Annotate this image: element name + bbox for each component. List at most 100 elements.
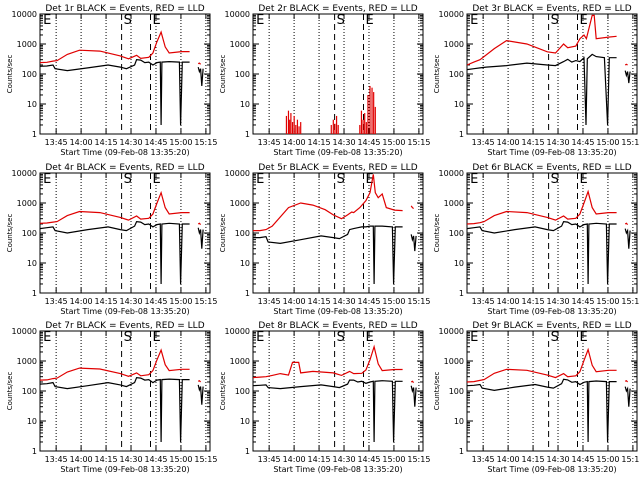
x-tick-label: 13:45	[258, 297, 281, 306]
x-tick-label: 14:30	[546, 297, 569, 306]
plot-frame	[39, 330, 211, 452]
y-tick-label: 1	[32, 447, 37, 456]
y-tick-label: 100	[22, 229, 37, 238]
event-marker-label: E	[366, 330, 374, 345]
y-tick-label: 1000	[17, 199, 37, 208]
panel-title: Det 9r BLACK = Events, RED = LLD	[472, 321, 631, 331]
lld-series-line-tail	[624, 379, 629, 383]
x-tick-label: 14:15	[308, 138, 331, 147]
x-axis-label: Start Time (09-Feb-08 13:35:20)	[60, 148, 189, 157]
x-tick-label: 14:15	[308, 297, 331, 306]
event-marker-label: S	[337, 13, 345, 28]
lld-series-line	[467, 14, 617, 66]
lld-series-line	[467, 347, 617, 383]
series-group	[253, 174, 417, 285]
x-tick-label: 15:15	[194, 297, 217, 306]
x-tick-label: 14:45	[357, 455, 380, 464]
x-tick-label: 15:00	[596, 455, 619, 464]
panel-title: Det 3r BLACK = Events, RED = LLD	[472, 4, 631, 14]
y-tick-label: 1	[245, 130, 250, 139]
y-tick-label: 1	[459, 447, 464, 456]
x-tick-label: 15:00	[169, 138, 192, 147]
x-tick-label: 13:45	[45, 297, 68, 306]
event-marker-label: E	[256, 13, 264, 28]
x-tick-label: 15:00	[596, 138, 619, 147]
event-marker-label: E	[366, 172, 374, 187]
x-axis-label: Start Time (09-Feb-08 13:35:20)	[487, 465, 616, 474]
y-tick-label: 10	[454, 417, 464, 426]
x-tick-label: 14:30	[546, 138, 569, 147]
event-marker-label: E	[43, 330, 51, 345]
x-tick-label: 15:00	[596, 297, 619, 306]
y-tick-label: 10000	[439, 10, 464, 19]
lld-series-line-tail	[624, 222, 629, 226]
x-tick-label: 14:45	[571, 455, 594, 464]
y-tick-label: 1000	[17, 357, 37, 366]
event-marker-label: S	[124, 330, 132, 345]
x-tick-label: 14:45	[571, 297, 594, 306]
x-tick-label: 14:00	[70, 455, 93, 464]
x-tick-label: 14:45	[357, 138, 380, 147]
event-marker-label: S	[337, 330, 345, 345]
y-tick-label: 10000	[225, 169, 250, 178]
x-tick-label: 15:15	[621, 138, 640, 147]
y-tick-label: 10000	[12, 327, 37, 336]
events-series-line	[467, 220, 617, 285]
events-series-line	[253, 225, 403, 285]
x-tick-label: 14:30	[119, 138, 142, 147]
event-marker-label: E	[153, 172, 161, 187]
x-tick-label: 14:00	[283, 138, 306, 147]
x-tick-label: 14:30	[332, 297, 355, 306]
series-group	[467, 189, 631, 285]
x-tick-label: 14:30	[332, 455, 355, 464]
x-tick-label: 13:45	[472, 138, 495, 147]
panel-title: Det 8r BLACK = Events, RED = LLD	[258, 321, 417, 331]
x-axis-label: Start Time (09-Feb-08 13:35:20)	[273, 465, 402, 474]
x-axis-label: Start Time (09-Feb-08 13:35:20)	[273, 148, 402, 157]
y-tick-label: 10000	[439, 327, 464, 336]
series-group	[467, 14, 631, 126]
series-group	[467, 347, 631, 443]
event-marker-label: S	[124, 172, 132, 187]
event-marker-label: S	[551, 172, 559, 187]
x-tick-label: 14:15	[522, 455, 545, 464]
x-axis-label: Start Time (09-Feb-08 13:35:20)	[60, 307, 189, 316]
events-series-line	[40, 220, 190, 285]
y-axis-label: Counts/sec	[433, 55, 441, 94]
event-marker-label: E	[470, 172, 478, 187]
x-tick-label: 14:15	[308, 455, 331, 464]
events-series-line-tail	[624, 386, 631, 407]
event-marker-label: E	[580, 13, 588, 28]
y-tick-label: 1	[459, 130, 464, 139]
events-series-line-tail	[197, 384, 204, 405]
y-tick-label: 1	[32, 289, 37, 298]
event-marker-label: E	[43, 172, 51, 187]
y-tick-label: 100	[449, 387, 464, 396]
y-tick-label: 1	[245, 447, 250, 456]
y-axis-label: Counts/sec	[219, 55, 227, 94]
lld-series-line-tail	[197, 379, 202, 383]
x-tick-label: 14:30	[332, 138, 355, 147]
event-marker-label: S	[551, 330, 559, 345]
lld-series-line-tail	[410, 205, 414, 210]
y-axis-label: Counts/sec	[433, 372, 441, 411]
x-tick-label: 14:15	[522, 297, 545, 306]
lld-series-line	[40, 348, 190, 381]
lld-series-line-tail	[624, 63, 628, 66]
x-tick-label: 15:15	[407, 297, 430, 306]
y-tick-label: 1000	[230, 199, 250, 208]
series-group	[40, 348, 204, 443]
y-tick-label: 10000	[12, 169, 37, 178]
x-tick-label: 15:15	[407, 455, 430, 464]
panel-title: Det 2r BLACK = Events, RED = LLD	[258, 4, 417, 14]
plot-frame	[466, 330, 638, 452]
x-tick-label: 15:15	[407, 138, 430, 147]
x-tick-label: 15:15	[621, 455, 640, 464]
panel-title: Det 5r BLACK = Events, RED = LLD	[258, 163, 417, 173]
